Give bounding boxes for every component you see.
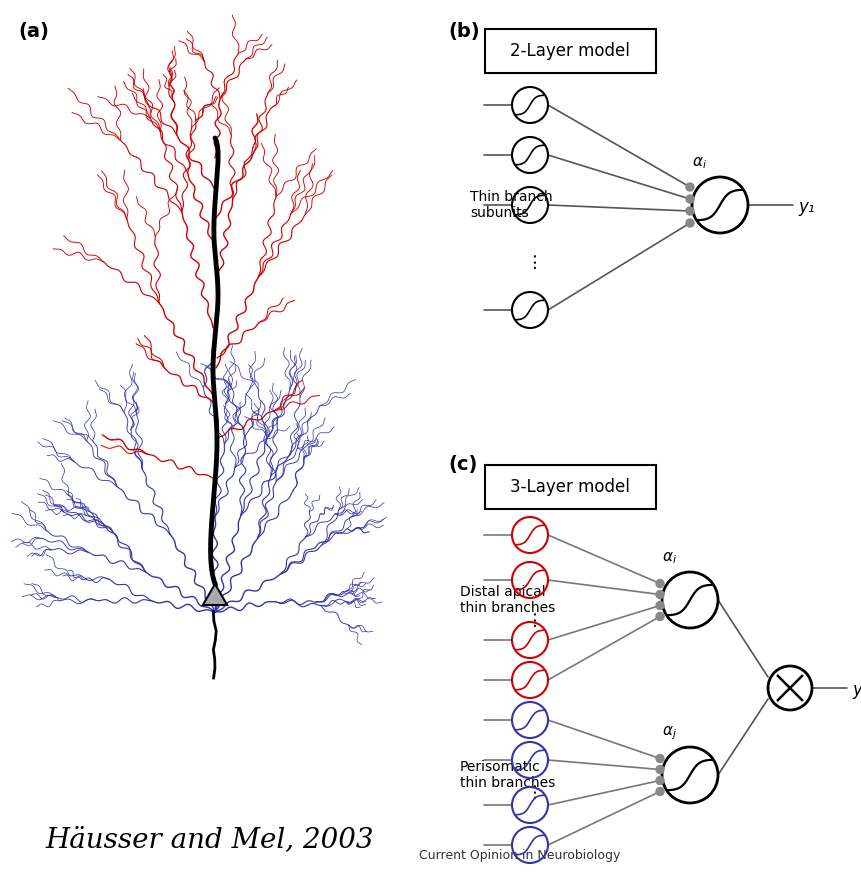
Circle shape [656, 580, 664, 588]
Circle shape [656, 788, 664, 796]
Text: Perisomatic
thin branches: Perisomatic thin branches [460, 760, 555, 790]
Circle shape [656, 766, 664, 774]
Text: 3-Layer model: 3-Layer model [510, 478, 630, 496]
Text: Current Opinion in Neurobiology: Current Opinion in Neurobiology [419, 848, 621, 862]
Text: $\alpha_j$: $\alpha_j$ [662, 724, 677, 742]
Text: $\alpha_i$: $\alpha_i$ [662, 550, 677, 566]
Circle shape [656, 602, 664, 610]
Circle shape [686, 183, 694, 191]
Text: Distal apical
thin branches: Distal apical thin branches [460, 585, 555, 615]
Text: ...: ... [521, 781, 539, 799]
Text: y₁: y₁ [798, 198, 815, 216]
FancyBboxPatch shape [485, 465, 656, 509]
Text: y₂: y₂ [852, 681, 861, 699]
Circle shape [686, 219, 694, 227]
Circle shape [686, 207, 694, 215]
Text: $\alpha_i$: $\alpha_i$ [692, 155, 707, 171]
Circle shape [656, 754, 664, 762]
Circle shape [656, 776, 664, 784]
Text: Häusser and Mel, 2003: Häusser and Mel, 2003 [46, 826, 375, 854]
Text: 2-Layer model: 2-Layer model [510, 42, 630, 60]
Text: (a): (a) [18, 22, 49, 41]
FancyBboxPatch shape [485, 29, 656, 73]
Text: ...: ... [521, 250, 539, 270]
Text: Thin branch
subunits: Thin branch subunits [470, 190, 553, 220]
Text: ...: ... [521, 609, 539, 627]
Circle shape [686, 195, 694, 203]
Circle shape [656, 590, 664, 598]
Circle shape [656, 612, 664, 620]
Text: (b): (b) [448, 22, 480, 41]
Text: (c): (c) [448, 455, 477, 474]
